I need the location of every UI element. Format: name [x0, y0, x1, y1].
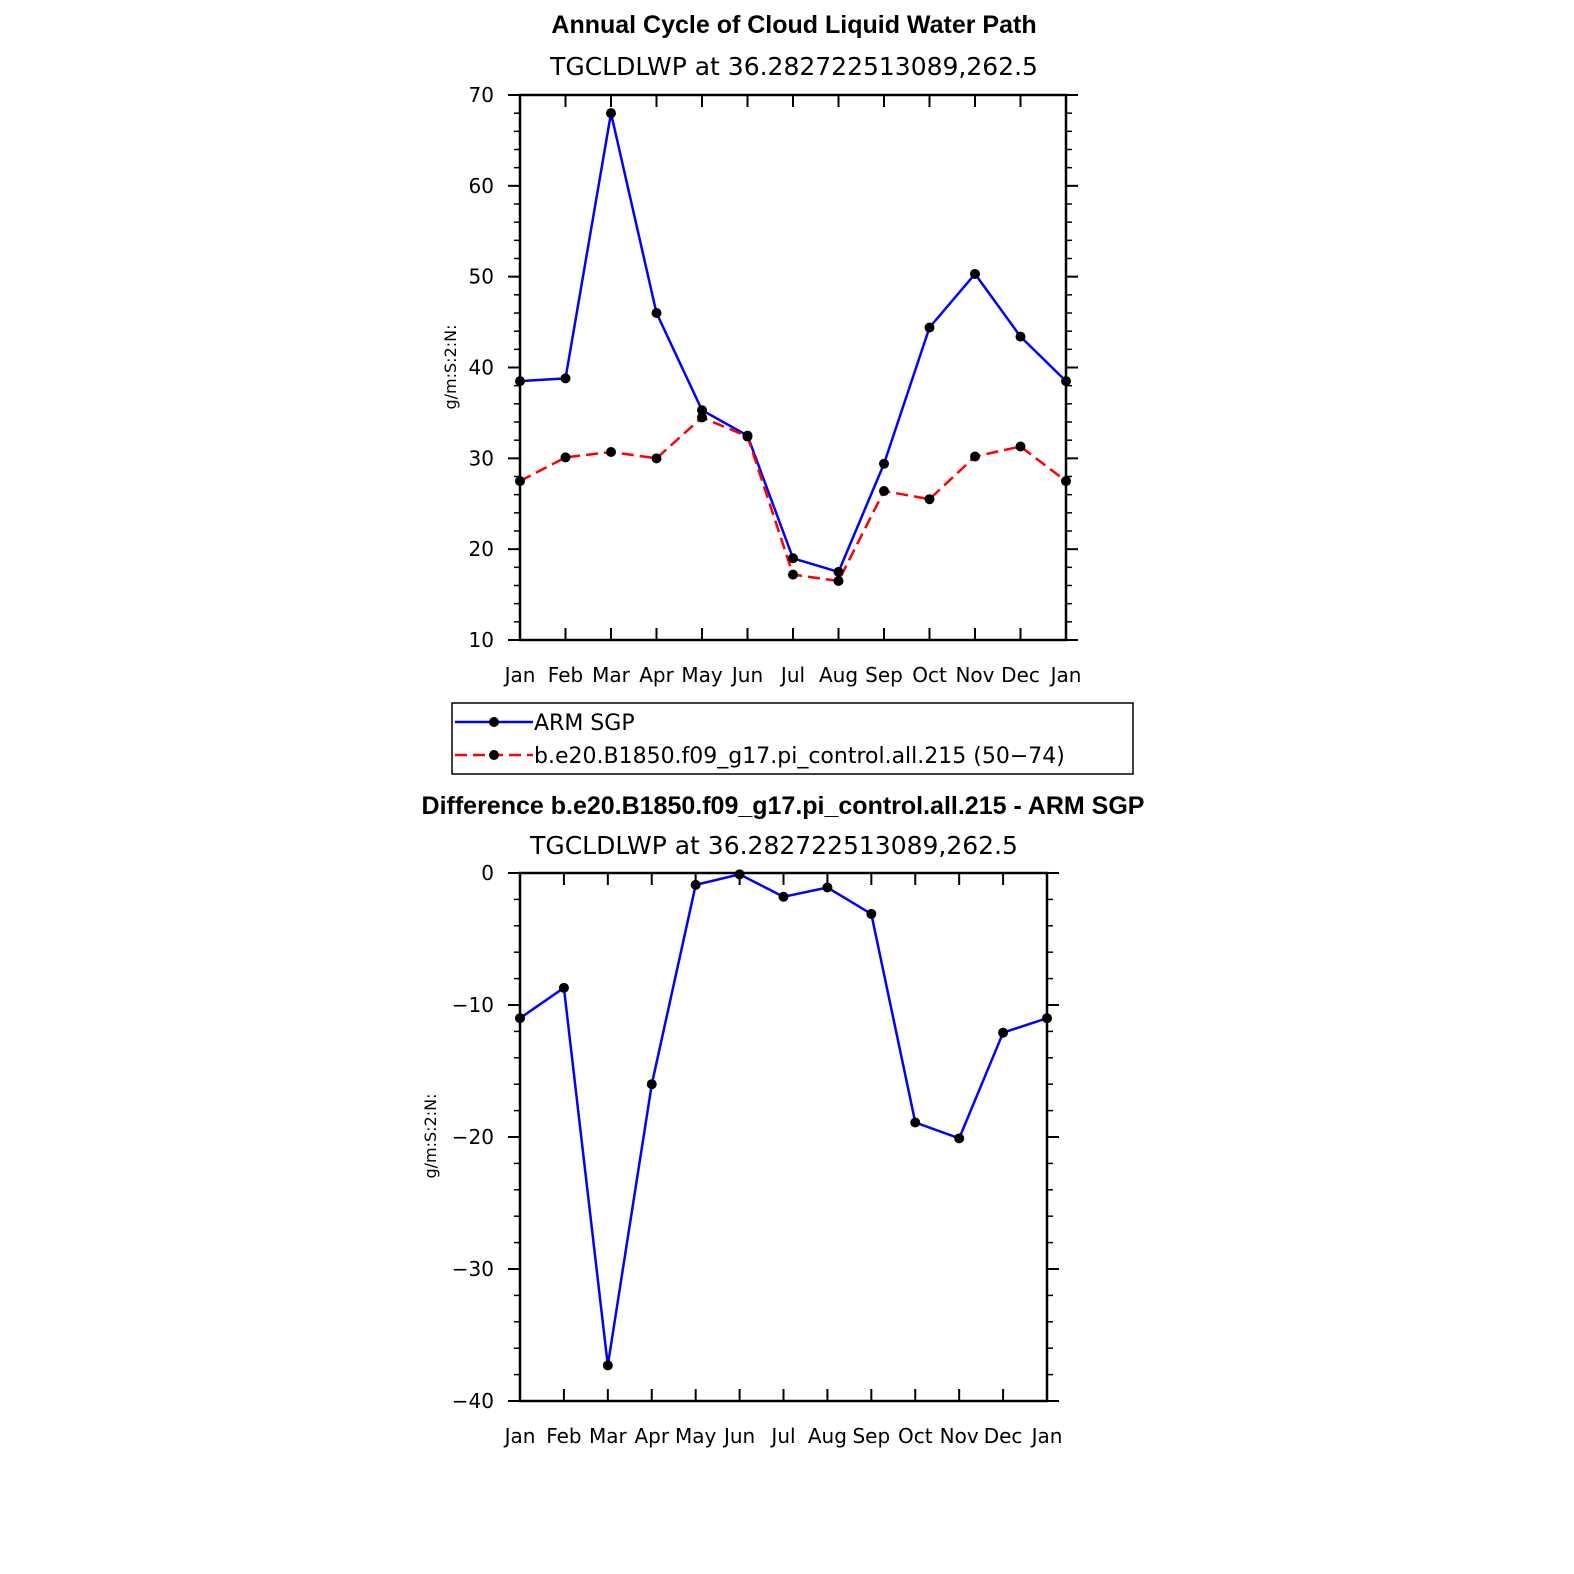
chart1-ytick-label: 60	[469, 174, 494, 198]
legend-marker-model	[489, 750, 499, 760]
chart1-ylabel: g/m:S:2:N:	[441, 325, 460, 410]
chart2-xtick-label: Aug	[808, 1424, 847, 1448]
chart2-xtick-label: Jan	[503, 1424, 536, 1448]
chart1-series-1-point	[606, 446, 616, 457]
chart2-xtick-label: Feb	[546, 1424, 581, 1448]
chart1-xtick-label: Jul	[779, 663, 805, 687]
chart1-series-0-point	[560, 373, 571, 384]
chart1-series-1-point	[970, 451, 980, 462]
chart2-subtitle: TGCLDLWP at 36.282722513089,262.5	[529, 831, 1018, 860]
chart2-xtick-label: Oct	[898, 1424, 933, 1448]
legend-item-arm-sgp: ARM SGP	[455, 711, 635, 736]
chart2-xtick-label: Jan	[1030, 1424, 1063, 1448]
chart1-xtick-label: Sep	[865, 663, 903, 687]
chart2-plot: Jan Feb Mar Apr May Jun Jul Aug Sep Oct Nov Dec Jan−…	[452, 861, 1063, 1448]
chart2-series-0-point	[998, 1027, 1009, 1038]
chart1-series-0-point	[833, 566, 844, 577]
legend-label-model: b.e20.B1850.f09_g17.pi_control.all.215 (…	[534, 744, 1065, 769]
chart-annual-cycle: Annual Cycle of Cloud Liquid Water Path …	[441, 11, 1081, 687]
chart2-series-0-point	[515, 1013, 525, 1024]
chart2-ytick-label: −10	[452, 993, 494, 1017]
chart2-series-0-point	[910, 1117, 921, 1128]
chart2-series-0-point	[558, 982, 569, 993]
chart2-title: Difference b.e20.B1850.f09_g17.pi_contro…	[422, 792, 1145, 820]
chart1-series-1-point	[1061, 476, 1071, 487]
chart2-ytick-label: −40	[452, 1389, 494, 1413]
chart1-series-1-point	[924, 494, 935, 505]
chart1-series-0-point	[515, 376, 525, 387]
chart1-xtick-label: May	[681, 663, 723, 687]
chart2-ytick-label: −30	[452, 1257, 494, 1281]
chart1-series-0-point	[1015, 331, 1026, 342]
chart2-xtick-label: Jun	[722, 1424, 755, 1448]
chart1-series-1-point	[742, 431, 753, 442]
chart1-plot: Jan Feb Mar Apr May Jun Jul Aug Sep Oct Nov Dec Jan 1…	[469, 83, 1082, 687]
chart1-series-1-point	[833, 575, 844, 586]
chart2-series-0-point	[866, 908, 877, 919]
chart1-frame	[518, 93, 1068, 642]
chart1-title: Annual Cycle of Cloud Liquid Water Path	[551, 11, 1036, 39]
legend-label-arm-sgp: ARM SGP	[534, 711, 635, 736]
chart1-xtick-label: Mar	[592, 663, 631, 687]
chart2-ylabel: g/m:S:2:N:	[421, 1094, 440, 1179]
chart-difference: Difference b.e20.B1850.f09_g17.pi_contro…	[421, 792, 1144, 1448]
chart2-xtick-label: May	[675, 1424, 717, 1448]
chart1-ytick-label: 40	[469, 356, 494, 380]
chart2-frame	[518, 871, 1049, 1403]
chart2-xtick-label: Apr	[634, 1424, 669, 1448]
chart1-series-0-point	[1061, 376, 1071, 387]
chart1-series-0-line	[519, 111, 1067, 574]
legend: ARM SGP b.e20.B1850.f09_g17.pi_control.a…	[451, 702, 1134, 775]
chart2-series-0-point	[778, 891, 789, 902]
chart1-series-0-point	[697, 405, 707, 416]
chart1-series-1-point	[651, 453, 662, 464]
chart1-ytick-label: 30	[469, 446, 494, 470]
chart1-ytick-label: 20	[469, 537, 494, 561]
chart1-series-1-point	[879, 486, 889, 497]
legend-box	[451, 702, 1134, 775]
legend-marker-arm-sgp	[489, 717, 499, 727]
chart1-series-1-point	[560, 452, 571, 463]
chart1-xtick-label: Aug	[819, 663, 858, 687]
chart2-series-0-point	[1042, 1013, 1052, 1024]
chart1-xtick-label: Jan	[503, 663, 536, 687]
chart2-xtick-label: Mar	[589, 1424, 628, 1448]
chart1-subtitle: TGCLDLWP at 36.282722513089,262.5	[549, 52, 1038, 81]
chart1-series-1-point	[788, 569, 798, 580]
chart1-ytick-label: 70	[469, 83, 494, 107]
chart2-series-0-point	[646, 1079, 657, 1090]
chart1-series-1-point	[515, 476, 525, 487]
legend-item-model: b.e20.B1850.f09_g17.pi_control.all.215 (…	[455, 744, 1065, 769]
chart2-series-0-point	[602, 1360, 613, 1371]
chart2-xtick-label: Dec	[984, 1424, 1023, 1448]
chart1-series-1-point	[1015, 441, 1026, 452]
chart1-xtick-label: Oct	[912, 663, 947, 687]
chart1-xtick-label: Dec	[1001, 663, 1040, 687]
chart1-ytick-label: 50	[469, 265, 494, 289]
chart1-series-0-point	[879, 458, 889, 469]
chart2-ytick-label: −20	[452, 1125, 494, 1149]
chart1-series-0-point	[606, 108, 616, 119]
chart2-xtick-label: Jul	[769, 1424, 795, 1448]
chart1-xtick-label: Jan	[1049, 663, 1082, 687]
chart1-series-0-point	[788, 553, 798, 564]
chart1-xtick-label: Nov	[955, 663, 994, 687]
chart2-series-0-point	[690, 879, 701, 890]
chart1-xtick-label: Jun	[730, 663, 763, 687]
chart2-series-0-line	[519, 873, 1048, 1367]
chart2-xtick-label: Nov	[940, 1424, 979, 1448]
chart1-xtick-label: Apr	[639, 663, 674, 687]
chart1-series-0-point	[924, 322, 935, 333]
chart1-ytick-label: 10	[469, 628, 494, 652]
chart2-series-0-point	[822, 882, 833, 893]
chart2-series-0-point	[734, 869, 745, 880]
chart1-series-0-point	[651, 308, 662, 318]
chart2-ytick-label: 0	[481, 861, 494, 885]
chart1-xtick-label: Feb	[548, 663, 583, 687]
chart2-xtick-label: Sep	[852, 1424, 890, 1448]
chart1-series-0-point	[970, 268, 980, 279]
chart2-series-0-point	[954, 1133, 965, 1144]
chart1-series-1-point	[697, 412, 707, 423]
